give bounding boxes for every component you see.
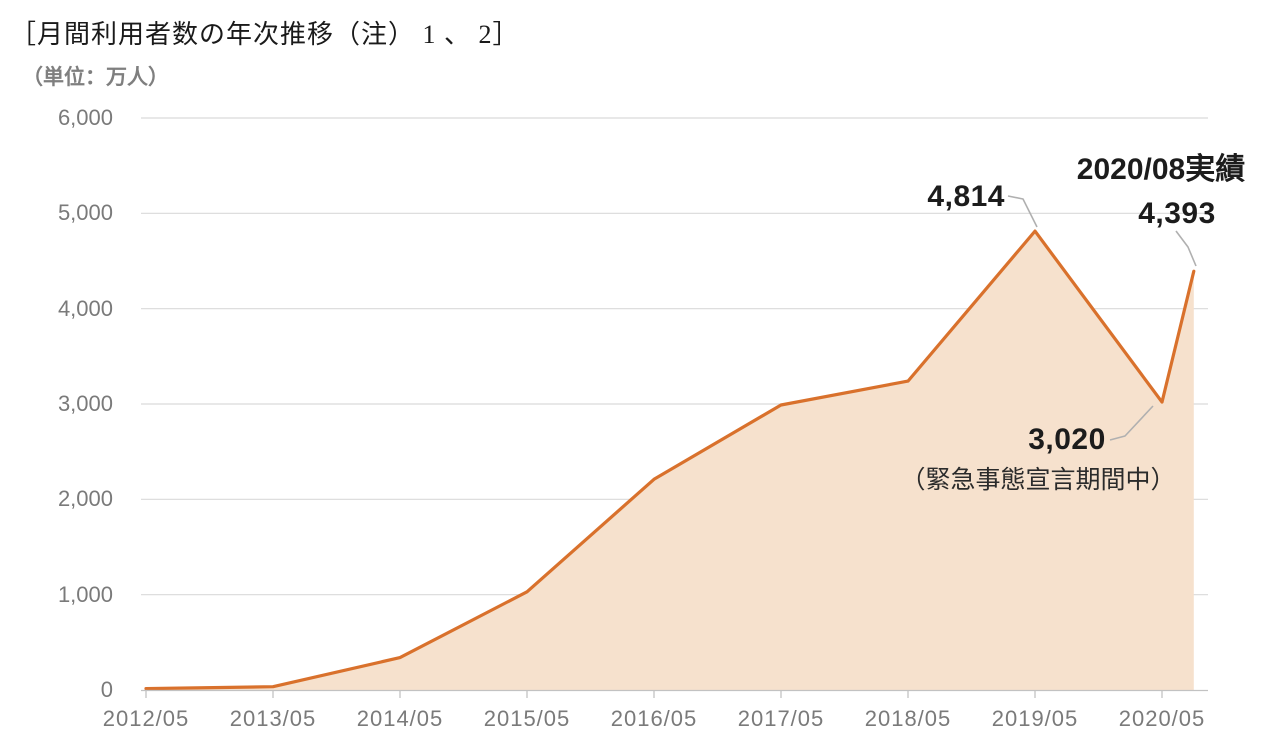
x-axis-line-and-ticks: [141, 689, 1208, 698]
series-monthly-users: [144, 229, 1196, 691]
leader-lines: [1007, 195, 1197, 441]
annotation-dip-note: （緊急事態宣言期間中）: [900, 466, 1176, 494]
x-axis-label: 2020/05: [1118, 706, 1206, 731]
y-axis-label: 3,000: [57, 391, 113, 416]
x-axis-label: 2018/05: [864, 706, 952, 731]
x-axis-label: 2013/05: [229, 706, 317, 731]
y-axis-label: 5,000: [57, 200, 113, 226]
y-axis-label: 2,000: [57, 486, 113, 512]
leader-line-latest: [1175, 230, 1197, 267]
chart-title: ［月間利用者数の年次推移（注） 1 、 2］: [10, 20, 520, 49]
y-axis-label: 1,000: [57, 581, 113, 607]
x-axis-label: 2015/05: [483, 706, 571, 731]
y-axis-label: 0: [100, 677, 113, 702]
x-axis-label: 2019/05: [991, 706, 1079, 731]
y-axis-label: 4,000: [57, 295, 113, 321]
y-axis-label: 6,000: [57, 105, 113, 130]
unit-label: （単位：万人）: [22, 66, 169, 89]
series-line: [144, 229, 1196, 691]
x-axis-label: 2017/05: [737, 706, 825, 731]
leader-line-dip: [1109, 405, 1154, 441]
x-axis-label: 2012/05: [102, 706, 190, 731]
annotation-dip-value: 3,020: [1028, 423, 1106, 456]
leader-line-peak: [1007, 195, 1038, 228]
annotation-latest-label: 2020/08実績: [1076, 153, 1246, 186]
annotation-latest-value: 4,393: [1138, 197, 1216, 230]
annotation-peak-value: 4,814: [927, 180, 1005, 213]
x-axis-label: 2016/05: [610, 706, 698, 731]
area-fill: [146, 231, 1194, 690]
x-axis-label: 2014/05: [356, 706, 444, 731]
